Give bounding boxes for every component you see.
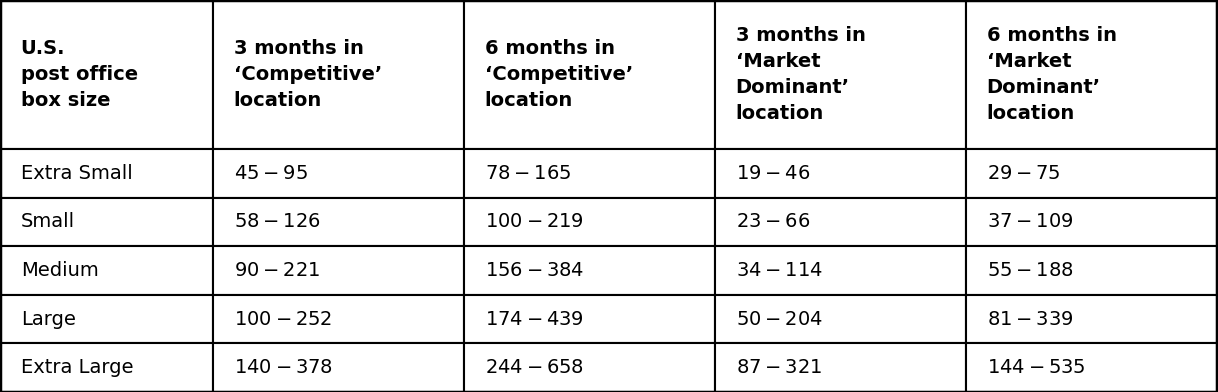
Text: $78 - $165: $78 - $165: [485, 164, 571, 183]
Text: $23 - $66: $23 - $66: [736, 212, 810, 231]
Bar: [715, 0, 966, 149]
Text: $45 - $95: $45 - $95: [234, 164, 308, 183]
Text: $140 - $378: $140 - $378: [234, 358, 333, 377]
Bar: [0, 0, 213, 149]
Text: $19 - $46: $19 - $46: [736, 164, 810, 183]
Text: $156 - $384: $156 - $384: [485, 261, 585, 280]
Bar: [966, 149, 1217, 198]
Bar: [715, 246, 966, 295]
Bar: [715, 295, 966, 343]
Bar: [966, 198, 1217, 246]
Text: 6 months in
‘Competitive’
location: 6 months in ‘Competitive’ location: [485, 39, 633, 110]
Text: $29 - $75: $29 - $75: [987, 164, 1060, 183]
Text: $100 - $252: $100 - $252: [234, 310, 333, 328]
Text: $55 - $188: $55 - $188: [987, 261, 1073, 280]
Bar: [464, 198, 715, 246]
Text: Extra Large: Extra Large: [21, 358, 133, 377]
Text: $87 - $321: $87 - $321: [736, 358, 822, 377]
Text: 3 months in
‘Market
Dominant’
location: 3 months in ‘Market Dominant’ location: [736, 26, 866, 123]
Bar: [213, 343, 464, 392]
Bar: [213, 198, 464, 246]
Text: $37 - $109: $37 - $109: [987, 212, 1073, 231]
Text: 3 months in
‘Competitive’
location: 3 months in ‘Competitive’ location: [234, 39, 382, 110]
Text: 6 months in
‘Market
Dominant’
location: 6 months in ‘Market Dominant’ location: [987, 26, 1117, 123]
Bar: [0, 295, 213, 343]
Bar: [715, 198, 966, 246]
Bar: [0, 198, 213, 246]
Bar: [0, 246, 213, 295]
Text: Extra Small: Extra Small: [21, 164, 133, 183]
Bar: [966, 0, 1217, 149]
Bar: [0, 149, 213, 198]
Bar: [213, 149, 464, 198]
Bar: [213, 295, 464, 343]
Bar: [966, 246, 1217, 295]
Text: $244 - $658: $244 - $658: [485, 358, 583, 377]
Bar: [464, 246, 715, 295]
Text: $50 - $204: $50 - $204: [736, 310, 822, 328]
Text: $81 - $339: $81 - $339: [987, 310, 1073, 328]
Bar: [715, 343, 966, 392]
Text: $174 - $439: $174 - $439: [485, 310, 583, 328]
Text: $58 - $126: $58 - $126: [234, 212, 320, 231]
Text: Medium: Medium: [21, 261, 99, 280]
Bar: [966, 295, 1217, 343]
Bar: [213, 246, 464, 295]
Bar: [715, 149, 966, 198]
Text: $144 - $535: $144 - $535: [987, 358, 1085, 377]
Text: Large: Large: [21, 310, 76, 328]
Text: Small: Small: [21, 212, 74, 231]
Bar: [966, 343, 1217, 392]
Bar: [464, 149, 715, 198]
Text: U.S.
post office
box size: U.S. post office box size: [21, 39, 138, 110]
Text: $100 - $219: $100 - $219: [485, 212, 583, 231]
Bar: [0, 343, 213, 392]
Text: $90 - $221: $90 - $221: [234, 261, 320, 280]
Bar: [464, 343, 715, 392]
Bar: [213, 0, 464, 149]
Bar: [464, 0, 715, 149]
Text: $34 - $114: $34 - $114: [736, 261, 822, 280]
Bar: [464, 295, 715, 343]
